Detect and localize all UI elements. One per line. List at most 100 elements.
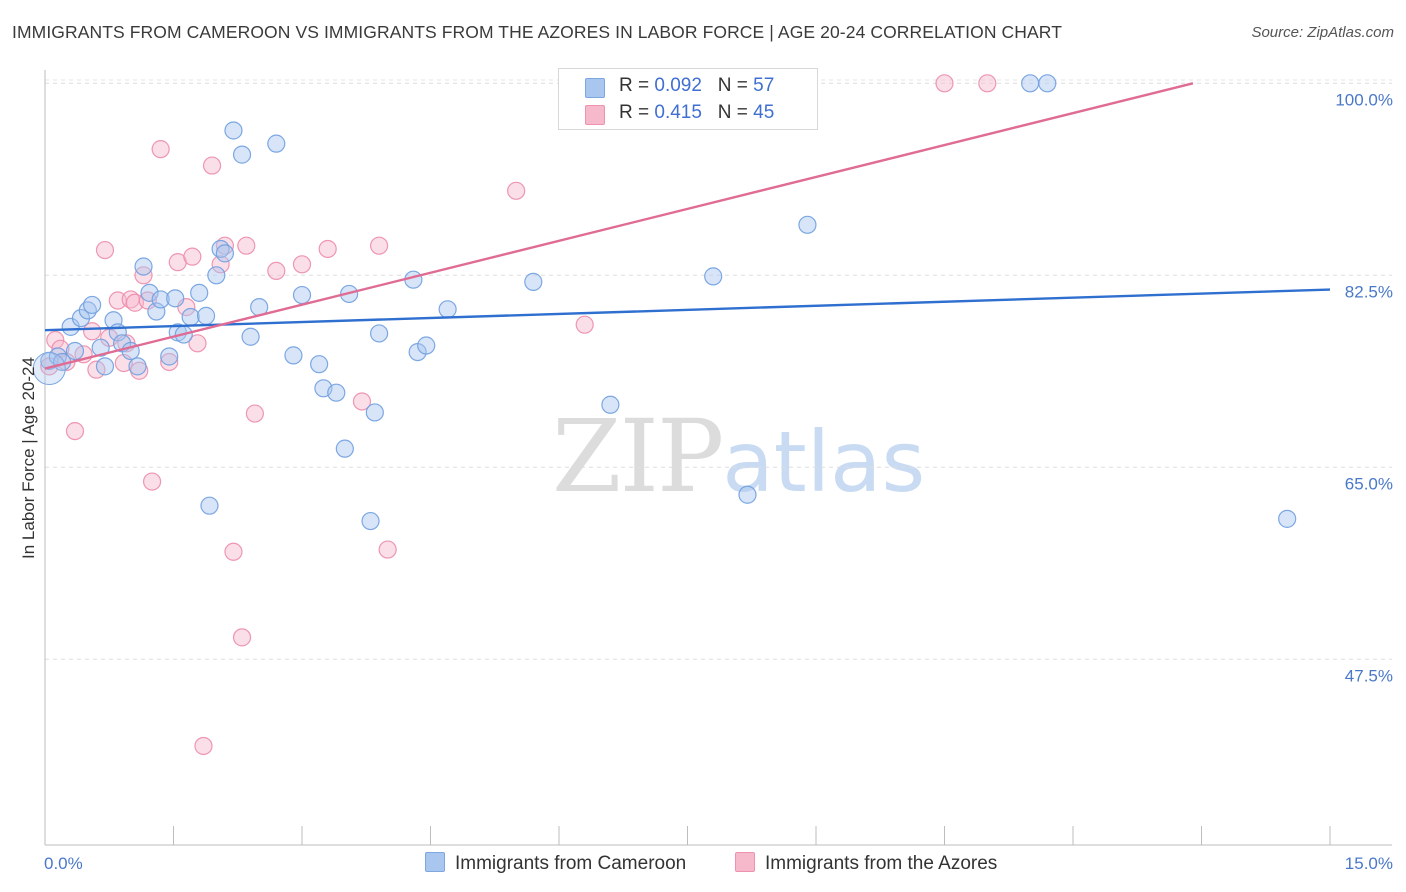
legend-swatch-cameroon bbox=[425, 852, 445, 872]
point-cameroon bbox=[134, 257, 153, 276]
point-cameroon bbox=[310, 355, 329, 374]
point-azores bbox=[378, 540, 397, 559]
point-azores bbox=[188, 334, 207, 353]
point-cameroon bbox=[1038, 74, 1057, 93]
point-cameroon bbox=[365, 403, 384, 422]
x-tick-label: 15.0% bbox=[1345, 854, 1393, 873]
point-azores bbox=[370, 236, 389, 255]
point-cameroon bbox=[798, 215, 817, 234]
y-tick-label: 100.0% bbox=[1335, 90, 1393, 109]
point-azores bbox=[151, 140, 170, 159]
point-azores bbox=[202, 156, 222, 175]
point-cameroon bbox=[147, 302, 166, 321]
point-azores bbox=[224, 542, 243, 561]
point-azores bbox=[245, 404, 264, 423]
point-azores bbox=[507, 181, 526, 200]
point-cameroon bbox=[95, 357, 115, 376]
stats-legend: R = 0.092 N = 57 R = 0.415 N = 45 bbox=[558, 68, 818, 130]
legend-label-cameroon: Immigrants from Cameroon bbox=[455, 853, 687, 874]
watermark: ZIPatlas bbox=[552, 398, 925, 515]
point-cameroon bbox=[292, 285, 312, 305]
legend-swatch-azores bbox=[585, 105, 605, 125]
point-cameroon bbox=[140, 283, 159, 302]
point-cameroon bbox=[335, 439, 354, 458]
y-tick-label: 82.5% bbox=[1345, 282, 1393, 301]
point-azores bbox=[83, 322, 102, 341]
n-label: N = bbox=[717, 75, 748, 96]
source-label: Source: ZipAtlas.com bbox=[1251, 24, 1394, 41]
chart-title: IMMIGRANTS FROM CAMEROON VS IMMIGRANTS F… bbox=[12, 22, 1062, 42]
series-azores-points bbox=[40, 74, 997, 756]
point-cameroon bbox=[181, 307, 200, 327]
point-cameroon bbox=[207, 266, 226, 285]
point-cameroon bbox=[524, 272, 543, 291]
axes bbox=[44, 70, 1392, 846]
point-azores bbox=[575, 315, 594, 334]
point-azores bbox=[211, 255, 230, 274]
point-cameroon bbox=[200, 496, 219, 515]
point-cameroon bbox=[232, 145, 252, 164]
point-azores bbox=[352, 392, 372, 411]
legend-item-azores: Immigrants from the Azores bbox=[735, 852, 997, 875]
point-cameroon bbox=[704, 267, 723, 286]
point-cameroon bbox=[417, 336, 436, 355]
point-cameroon bbox=[224, 121, 243, 140]
point-azores bbox=[95, 240, 115, 260]
trend-line-cameroon bbox=[44, 288, 1331, 332]
point-azores bbox=[318, 239, 337, 259]
point-cameroon bbox=[241, 327, 260, 346]
gridlines bbox=[45, 79, 1392, 660]
trend-lines bbox=[44, 82, 1331, 370]
point-azores bbox=[292, 255, 312, 274]
legend-item-cameroon: Immigrants from Cameroon bbox=[425, 852, 686, 875]
point-azores bbox=[65, 421, 85, 441]
point-cameroon bbox=[71, 308, 91, 328]
point-cameroon bbox=[370, 324, 389, 343]
point-cameroon bbox=[128, 357, 147, 376]
point-cameroon bbox=[196, 306, 216, 325]
point-cameroon bbox=[267, 134, 286, 153]
point-cameroon bbox=[1021, 74, 1040, 93]
point-azores bbox=[237, 236, 256, 255]
point-azores bbox=[194, 736, 213, 756]
point-cameroon bbox=[327, 383, 346, 402]
point-azores bbox=[232, 628, 252, 647]
point-cameroon bbox=[215, 244, 234, 263]
point-azores bbox=[142, 472, 162, 491]
point-cameroon bbox=[151, 290, 170, 309]
y-tick-label: 65.0% bbox=[1345, 474, 1393, 493]
point-azores bbox=[978, 74, 997, 93]
point-cameroon bbox=[83, 295, 102, 315]
n-value-cameroon: 57 bbox=[753, 75, 775, 96]
legend-swatch-azores bbox=[735, 852, 755, 872]
point-azores bbox=[267, 261, 286, 281]
point-cameroon bbox=[284, 346, 303, 365]
r-value-azores: 0.415 bbox=[654, 102, 702, 123]
point-cameroon bbox=[438, 300, 457, 319]
r-label: R = bbox=[619, 75, 650, 96]
y-axis-label: In Labor Force | Age 20-24 bbox=[19, 357, 38, 559]
point-cameroon bbox=[361, 511, 380, 531]
r-value-cameroon: 0.092 bbox=[654, 75, 702, 96]
trend-line-azores bbox=[44, 82, 1194, 370]
series-cameroon-points bbox=[32, 74, 1297, 531]
point-azores bbox=[183, 247, 202, 266]
point-cameroon bbox=[65, 341, 85, 361]
point-cameroon bbox=[190, 283, 209, 302]
point-cameroon bbox=[166, 289, 185, 308]
point-cameroon bbox=[738, 485, 757, 504]
point-azores bbox=[935, 74, 954, 93]
x-tick-label: 0.0% bbox=[44, 854, 83, 873]
n-value-azores: 45 bbox=[753, 102, 775, 123]
watermark-zip: ZIP bbox=[552, 398, 724, 515]
tick-labels: 47.5% 65.0% 82.5% 100.0% 0.0% 15.0% In Labor F… bbox=[19, 90, 1393, 873]
point-azores bbox=[160, 352, 179, 372]
legend-label-azores: Immigrants from the Azores bbox=[765, 853, 998, 874]
point-cameroon bbox=[1278, 509, 1297, 528]
point-cameroon bbox=[91, 338, 110, 357]
n-label: N = bbox=[717, 102, 748, 123]
point-cameroon bbox=[601, 395, 620, 414]
point-cameroon bbox=[160, 347, 179, 366]
r-label: R = bbox=[619, 102, 650, 123]
